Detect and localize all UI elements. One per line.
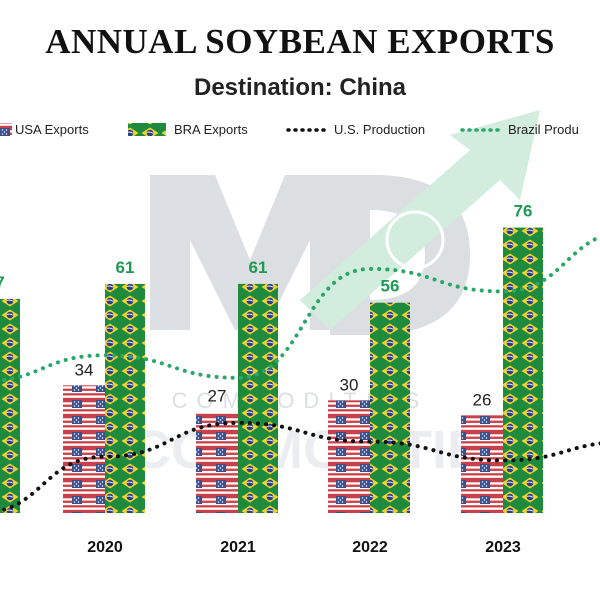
data-label-bra-2022: 56 (381, 277, 400, 296)
chart-subtitle: Destination: China (193, 74, 406, 101)
line-us-production (0, 420, 600, 513)
x-axis-ticks: 2020 2021 2022 2023 (87, 539, 521, 556)
bar-bra-2019 (0, 298, 20, 513)
chart-title: ANNUAL SOYBEAN EXPORTS (45, 22, 555, 61)
legend-label-usa: USA Exports (15, 122, 89, 137)
bar-bra-2021 (238, 283, 278, 513)
bars-layer (0, 227, 543, 514)
data-label-bra-2023: 76 (514, 202, 533, 221)
data-label-bra-2019: 7 (0, 273, 5, 292)
bar-bra-2023 (503, 227, 543, 514)
tick-label-2020: 2020 (87, 539, 123, 556)
legend-label-bra: BRA Exports (174, 122, 248, 137)
svg-text:WCOMMODITIES: WCOMMODITIES (81, 420, 519, 480)
bar-usa-2023 (461, 415, 503, 513)
data-label-usa-2021: 27 (208, 387, 227, 406)
tick-label-2022: 2022 (352, 539, 388, 556)
lines-layer (0, 234, 600, 513)
tick-label-2023: 2023 (485, 539, 521, 556)
data-label-usa-2023: 26 (473, 390, 492, 409)
bar-bra-2022 (370, 302, 410, 513)
chart-legend: USA Exports BRA Exports U.S. Production … (0, 122, 579, 137)
legend-label-us-production: U.S. Production (334, 122, 425, 137)
data-label-bra-2020: 61 (116, 258, 135, 277)
tick-label-2021: 2021 (220, 539, 256, 556)
labels-layer: 7 34 61 27 61 30 56 26 76 (0, 202, 532, 410)
legend-label-brazil-production: Brazil Produ (508, 122, 579, 137)
bar-usa-2020 (63, 385, 105, 513)
data-label-usa-2020: 34 (75, 360, 94, 379)
bar-usa-2022 (328, 400, 370, 513)
data-label-usa-2022: 30 (340, 375, 359, 394)
bar-bra-2020 (105, 283, 145, 513)
legend-swatch-usa (0, 123, 12, 136)
legend-swatch-bra (128, 123, 166, 136)
data-label-bra-2021: 61 (249, 258, 268, 277)
